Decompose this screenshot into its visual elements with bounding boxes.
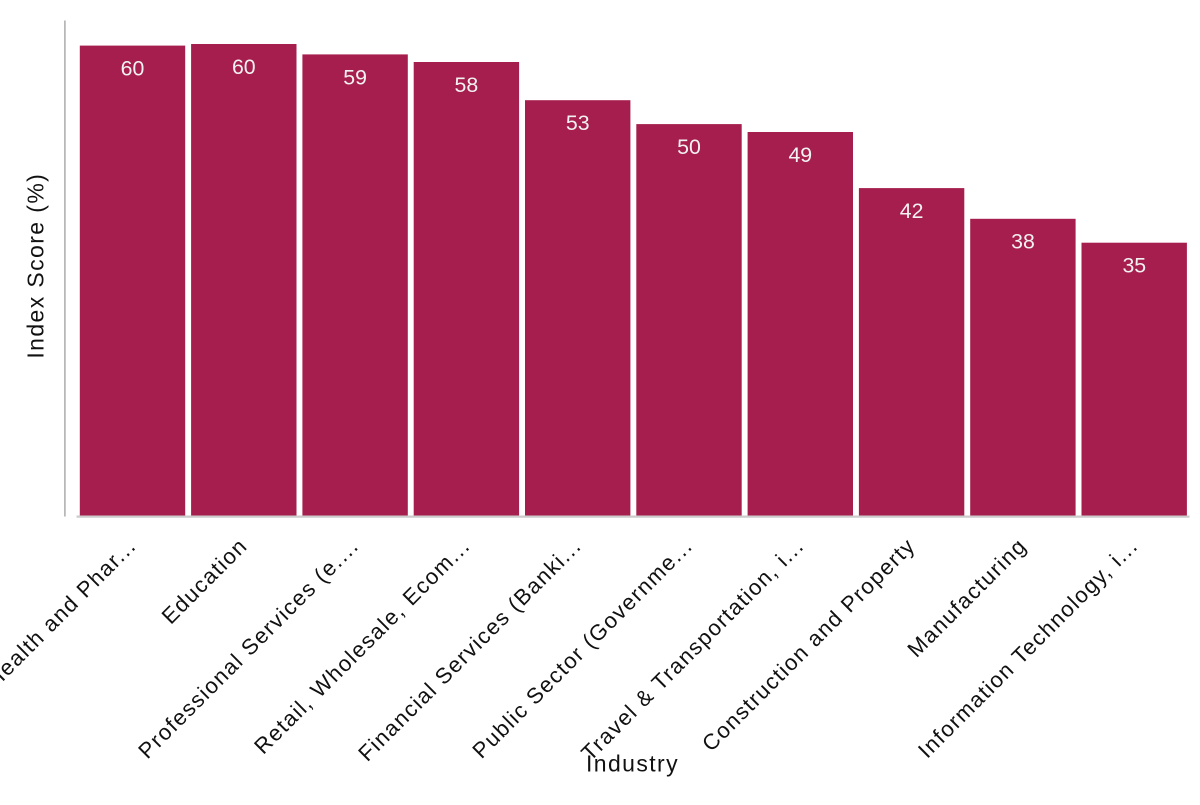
svg-text:Index Score (%): Index Score (%) (23, 173, 49, 359)
svg-text:Industry: Industry (586, 751, 679, 777)
svg-text:38: 38 (1011, 230, 1035, 254)
svg-text:50: 50 (677, 135, 701, 159)
svg-text:60: 60 (232, 55, 256, 79)
svg-text:49: 49 (788, 143, 812, 167)
svg-text:60: 60 (121, 57, 145, 81)
svg-text:59: 59 (343, 65, 367, 89)
svg-text:42: 42 (900, 199, 924, 223)
svg-text:58: 58 (455, 73, 479, 97)
svg-text:35: 35 (1122, 254, 1146, 278)
svg-text:53: 53 (566, 111, 590, 135)
